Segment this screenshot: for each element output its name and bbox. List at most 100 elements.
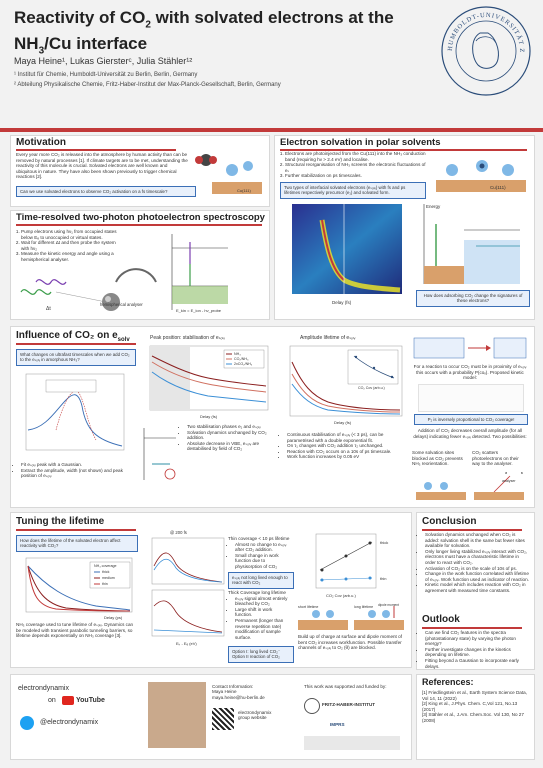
solvation-accent <box>280 149 527 151</box>
lifetime-illustration: short lifetime long lifetime dipole mome… <box>298 603 404 630</box>
outlook-bullets: Can we find CO₂ features in the spectra … <box>418 630 530 669</box>
university-seal: HUMBOLDT-UNIVERSITÄT ZU BERLIN <box>440 5 531 96</box>
twitter-handle[interactable]: @electrondynamix <box>40 719 99 726</box>
motivation-question: Can we use solvated electrons to observe… <box>16 186 196 198</box>
tr2ppe-step: Wait for different Δt and then probe the… <box>21 240 124 251</box>
amplitude-bullet: On τ₁ changes with CO₂ addition τ₂ uncha… <box>287 443 406 449</box>
thin-bullet: Almost no change to eₛₒₗᵥ after CO₂ addi… <box>235 542 290 553</box>
funding-logos <box>304 736 400 750</box>
solvation-energy-diagram: Energy <box>423 204 520 284</box>
imprs-label: IMPRS <box>330 722 345 727</box>
solvation-steps: Electrons are photoinjected from the Cu(… <box>278 151 428 179</box>
option-2: CO₂ scatters photoelectrons on their way… <box>472 450 519 467</box>
poster-title: Reactivity of CO2 with solvated electron… <box>14 8 394 57</box>
kinetic-model-equations <box>418 384 524 412</box>
conclusion-bullet: Kinetic model which includes reaction wi… <box>425 582 530 593</box>
qr-code <box>212 708 234 730</box>
thin-note: Thin coverage < 10 ps lifetime <box>228 536 290 541</box>
dt-label: Δt <box>46 306 51 312</box>
solvation-step: Structural reorganisation of NH₃ screens… <box>285 162 428 173</box>
thin-notes: Thin coverage < 10 ps lifetime Almost no… <box>228 536 290 570</box>
peak-bullet: Solvation dynamics unchanged by CO₂ addi… <box>187 430 272 441</box>
contact-email[interactable]: maya.heine@hu-berlin.de <box>212 694 265 700</box>
tuning-legend-thick: thick <box>102 570 110 574</box>
outlook-bullet: Can we find CO₂ features in the spectra … <box>425 630 530 647</box>
references-title: References: <box>422 677 474 687</box>
peak-bullet: Absolute decrease in VBE, eₛₒₗᵥ are dest… <box>187 441 272 452</box>
contact-info: Contact Information: Maya Heine maya.hei… <box>212 684 282 700</box>
tr2ppe-step: Pump electrons using hν₁ from occupied s… <box>21 229 124 240</box>
tuning-delay-label: @ 200 fs <box>170 530 187 535</box>
tr2ppe-steps: Pump electrons using hν₁ from occupied s… <box>14 229 124 263</box>
header-band <box>0 128 543 132</box>
outlook-accent <box>422 627 522 629</box>
svg-text:HUMBOLDT-UNIVERSITÄT ZU BERLIN: HUMBOLDT-UNIVERSITÄT ZU BERLIN <box>440 5 525 53</box>
legend-2xco2-nh3: 2xCO₂/NH₃ <box>234 362 253 366</box>
conclusion-bullet: Solvation dynamics unchanged when CO₂ is… <box>425 532 530 549</box>
references-list: [1] Friedlingstein et al., Earth System … <box>422 690 530 724</box>
heatmap-xlabel: Delay (fs) <box>332 300 352 305</box>
solvation-highlight: Two types of interfacial solvated electr… <box>280 182 426 199</box>
tuning-text: NH₃ coverage used to tune lifetime of eₛ… <box>16 622 134 639</box>
support-text: This work was supported and funded by: <box>304 684 387 689</box>
solvation-question: How does adsorbing CO₂ change the signat… <box>416 290 530 307</box>
conclusion-bullets: Solvation dynamics unchanged when CO₂ is… <box>418 532 530 594</box>
solvation-step: Electrons are photoinjected from the Cu(… <box>285 151 428 162</box>
tr2ppe-title: Time-resolved two-photon photoelectron s… <box>16 212 265 223</box>
reference-item: [2] King et al., J.Phys. Chem. C,Vol 121… <box>422 701 518 712</box>
solvation-title: Electron solvation in polar solvents <box>280 137 441 148</box>
analyser-label: hemispherical analyser <box>100 302 143 307</box>
thick-bullet: Large shift in work function. <box>235 607 290 618</box>
conclusion-bullet: Only longer living stabilized eₛₒₗᵥ inte… <box>425 549 530 566</box>
conclusion-accent <box>422 529 522 531</box>
outlook-title: Outlook <box>422 614 460 625</box>
vbe-diagram <box>143 428 176 480</box>
on-label: on <box>48 697 56 704</box>
tuning-legend-thin: thin <box>102 582 108 586</box>
author-photo <box>148 682 206 748</box>
reaction-text: For a reaction to occur CO₂ must be in p… <box>413 364 527 381</box>
svg-text:long lifetime: long lifetime <box>354 605 373 609</box>
mpg-logo-icon <box>304 698 320 714</box>
tr2ppe-accent <box>16 224 262 226</box>
workfunction-plot: thick thin CO₂ Cov (arb.u.) <box>315 533 388 598</box>
tuning-lifetime-plot: NH₃ coverage thick medium thin Delay (ps… <box>25 557 133 620</box>
youtube-label[interactable]: YouTube <box>76 697 105 704</box>
affiliation-1: ¹ Institut für Chemie, Humboldt-Universi… <box>14 72 198 78</box>
tr2ppe-step: Measure the kinetic energy and angle usi… <box>21 251 124 262</box>
thin-bullet: Small change in work function due to phy… <box>235 553 290 570</box>
tuning-spectra-plot: Eₖ - Eₑ (eV) <box>151 537 225 646</box>
influence-question: What changes on ultrafast timescales whe… <box>16 349 136 366</box>
amplitude-bullets: Continuous stabilisation of eₛₒₗᵥ (< 3 p… <box>280 432 406 460</box>
tr2ppe-energy-diagram: E_kin = E_ion - hν_probe <box>171 234 228 313</box>
twitter-icon <box>20 716 34 730</box>
amplitude-bullet: Continuous stabilisation of eₛₒₗᵥ (< 3 p… <box>287 432 406 443</box>
thin-highlight: eₛₒₗᵥ not long lived enough to react wit… <box>228 572 294 589</box>
amplitude-bullet: Reaction with CO₂ occurs on a 10s of ps … <box>287 449 406 455</box>
peak-bullet: Two stabilisation phases e₁ and eₛₒₗᵥ <box>187 424 272 430</box>
reference-item: [1] Friedlingstein et al., Earth System … <box>422 690 527 701</box>
svg-text:dipole moment: dipole moment <box>378 603 399 607</box>
tuning-options: Option I: long lived CO₂⁻ Option II reac… <box>228 646 294 663</box>
svg-text:Cu(111): Cu(111) <box>490 185 506 190</box>
solvation-illustration: Cu(111) <box>436 160 526 192</box>
solvation-step: Further stabilization on ps timescales. <box>285 173 428 179</box>
influence-bullet: Extract the amplitude, width (not shown)… <box>21 468 128 479</box>
options-figure: analyser <box>416 472 524 500</box>
thick-bullet: eₛₒₗᵥ signal almost entirely bleached by… <box>235 596 290 607</box>
wf-legend-thin: thin <box>380 576 386 581</box>
conclusion-bullet: Change in the work function correlated w… <box>425 571 530 582</box>
tuning-legend-title: NH₃ coverage <box>94 564 116 568</box>
influence-bullet: Fit eₛₒₗᵥ peak with a Gaussian. <box>21 462 128 468</box>
outlook-bullet: Fitting beyond a Gaussian to incorporate… <box>425 658 530 669</box>
peak-title: Peak position: stabilisation of eₛₒₗᵥ <box>150 335 225 341</box>
thick-note: Thick Coverage long lifetime <box>228 590 286 595</box>
affiliation-2: ² Abteilung Physikalische Chemie, Fritz-… <box>14 82 281 88</box>
peak-xlabel: Delay (fs) <box>200 414 218 419</box>
motivation-accent <box>16 149 176 151</box>
thick-notes: Thick Coverage long lifetime eₛₒₗᵥ signa… <box>228 590 290 640</box>
tuning-xlabel: Delay (ps) <box>104 615 123 620</box>
group-name: electrondynamix <box>18 685 69 692</box>
tuning-ekin-label: Eₖ - Eₑ (eV) <box>176 641 197 646</box>
co2-cov-label: CO₂ Cov (arb.u.) <box>358 386 385 390</box>
